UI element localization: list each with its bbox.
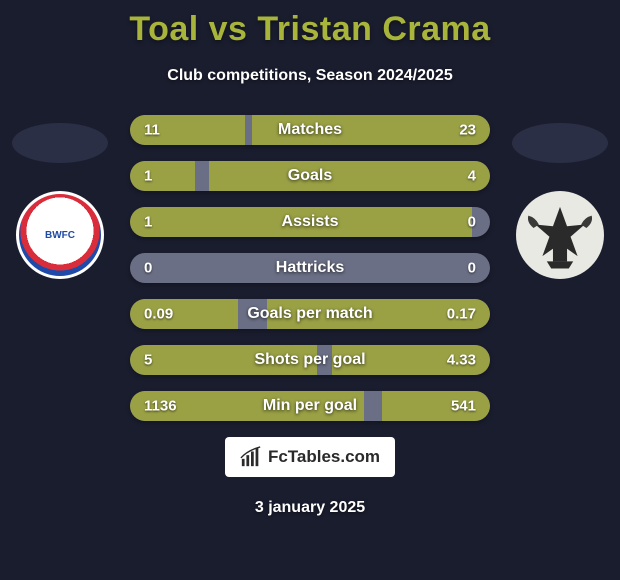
stat-value-right: 0.17 bbox=[447, 306, 476, 323]
crest-right-icon bbox=[516, 191, 604, 279]
stat-label: Goals per match bbox=[247, 305, 372, 323]
stat-value-right: 0 bbox=[468, 260, 476, 277]
stat-value-left: 1 bbox=[144, 214, 152, 231]
stats-bars: 11 23 Matches 1 4 Goals 1 0 Assists 0 0 Hattricks 0.… bbox=[130, 115, 490, 421]
stat-bar: 5 4.33 Shots per goal bbox=[130, 345, 490, 375]
stat-value-right: 23 bbox=[459, 122, 476, 139]
stat-bar: 1136 541 Min per goal bbox=[130, 391, 490, 421]
stat-fill-left bbox=[130, 161, 195, 191]
stat-value-left: 11 bbox=[144, 122, 160, 139]
chart-bars-icon bbox=[240, 446, 262, 468]
snapshot-date: 3 january 2025 bbox=[0, 499, 620, 517]
brand-badge[interactable]: FcTables.com bbox=[225, 437, 395, 477]
crest-left-label: BWFC bbox=[45, 230, 75, 241]
stat-bar: 0.09 0.17 Goals per match bbox=[130, 299, 490, 329]
stat-value-right: 0 bbox=[468, 214, 476, 231]
stat-value-left: 0 bbox=[144, 260, 152, 277]
stat-bar: 11 23 Matches bbox=[130, 115, 490, 145]
stat-value-right: 4.33 bbox=[447, 352, 476, 369]
silhouette-icon bbox=[12, 123, 108, 163]
player-right-card bbox=[510, 115, 610, 295]
stat-value-left: 5 bbox=[144, 352, 152, 369]
stat-label: Goals bbox=[288, 167, 332, 185]
stat-label: Assists bbox=[282, 213, 339, 231]
stat-value-left: 0.09 bbox=[144, 306, 173, 323]
club-crest-left: BWFC bbox=[16, 191, 104, 279]
stat-label: Min per goal bbox=[263, 397, 357, 415]
page-title: Toal vs Tristan Crama bbox=[0, 0, 620, 49]
stat-bar: 1 0 Assists bbox=[130, 207, 490, 237]
stat-label: Shots per goal bbox=[254, 351, 365, 369]
stat-value-right: 4 bbox=[468, 168, 476, 185]
comparison-area: BWFC 11 23 Matches 1 4 Goals 1 0 Assists 0 0 Hattri… bbox=[0, 115, 620, 421]
page-subtitle: Club competitions, Season 2024/2025 bbox=[0, 67, 620, 85]
stat-label: Hattricks bbox=[276, 259, 344, 277]
stat-label: Matches bbox=[278, 121, 342, 139]
club-crest-right bbox=[516, 191, 604, 279]
stat-value-right: 541 bbox=[451, 398, 476, 415]
stat-fill-right bbox=[209, 161, 490, 191]
player-left-card: BWFC bbox=[10, 115, 110, 295]
brand-text: FcTables.com bbox=[268, 447, 380, 467]
stat-value-left: 1136 bbox=[144, 398, 177, 415]
silhouette-icon bbox=[512, 123, 608, 163]
stat-bar: 0 0 Hattricks bbox=[130, 253, 490, 283]
stat-bar: 1 4 Goals bbox=[130, 161, 490, 191]
stat-value-left: 1 bbox=[144, 168, 152, 185]
